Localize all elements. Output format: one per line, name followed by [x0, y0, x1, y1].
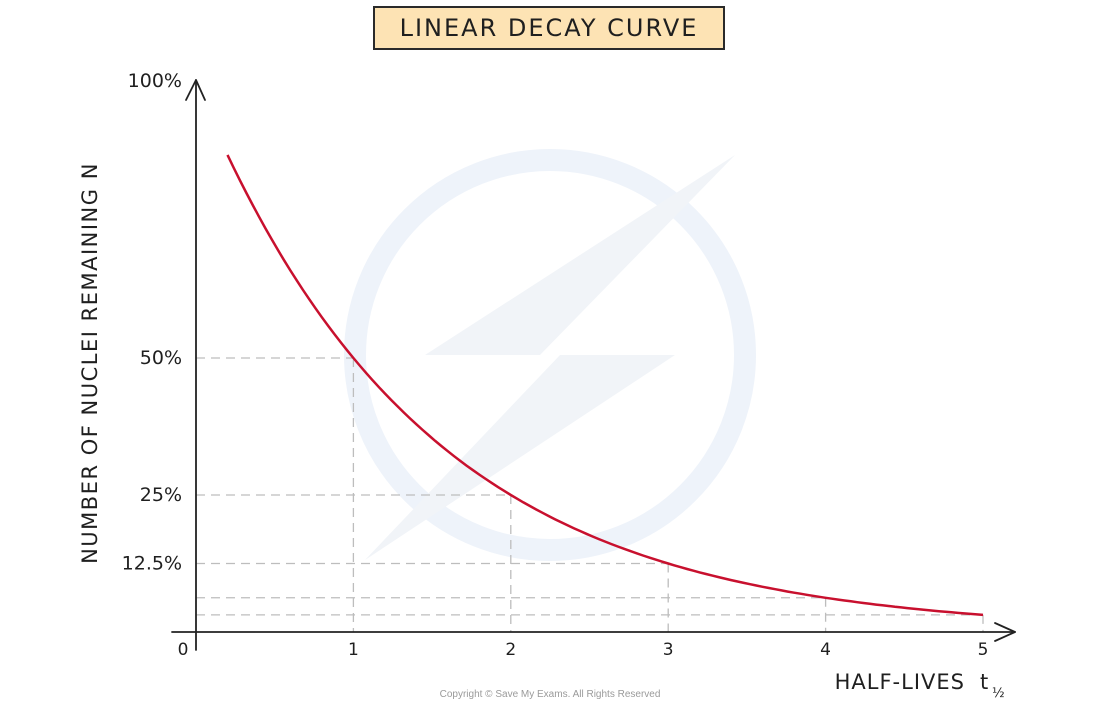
x-axis-label: HALF-LIVES — [835, 670, 965, 694]
x-tick-label: 2 — [505, 640, 516, 660]
y-axis-label: NUMBER OF NUCLEI REMAINING N — [78, 162, 102, 564]
axes — [171, 79, 1016, 651]
y-tick-label: 50% — [140, 347, 182, 369]
x-tick-label: 5 — [978, 640, 989, 660]
x-axis-symbol: t — [980, 670, 988, 694]
x-axis-arrow — [994, 622, 1016, 642]
x-tick-label: 4 — [820, 640, 831, 660]
x-tick-label: 0 — [178, 640, 189, 660]
x-axis-subscript: ½ — [992, 686, 1005, 701]
y-axis-arrow — [185, 79, 206, 101]
x-tick-label: 1 — [348, 640, 359, 660]
y-tick-label: 25% — [140, 484, 182, 506]
tick-labels: 0 1 2 3 4 5 100% 50% 25% 12.5% — [122, 70, 989, 660]
copyright-notice: Copyright © Save My Exams. All Rights Re… — [439, 689, 661, 700]
y-tick-label: 12.5% — [122, 553, 182, 575]
axis-labels: NUMBER OF NUCLEI REMAINING N HALF-LIVES t ½ — [78, 162, 1005, 701]
y-tick-label: 100% — [128, 70, 182, 92]
watermark-logo — [344, 149, 756, 561]
x-tick-label: 3 — [663, 640, 674, 660]
chart-title: LINEAR DECAY CURVE — [373, 6, 725, 50]
decay-curve — [226, 154, 984, 617]
guide-lines — [196, 357, 984, 632]
